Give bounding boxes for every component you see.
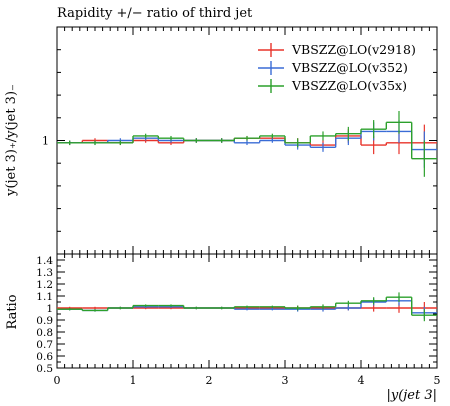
main-y-tick-label: 1 bbox=[42, 135, 49, 148]
main-panel: 1 y(jet 3)₊/y(jet 3)₋ VBSZZ@LO(v2918)VBS… bbox=[4, 26, 438, 255]
ratio-y-tick-label: 1.4 bbox=[36, 255, 53, 267]
x-axis-label: |y(jet 3| bbox=[386, 388, 437, 403]
legend: VBSZZ@LO(v2918) VBSZZ@LO(v352) VBSZZ@LO(v3… bbox=[258, 42, 416, 93]
series-VBSZZ@LO(v35x) bbox=[57, 110, 437, 177]
legend-item: VBSZZ@LO(v2918) bbox=[258, 42, 416, 57]
ratio-y-tick-label: 0.6 bbox=[36, 351, 53, 363]
ratio-y-tick-label: 1.1 bbox=[36, 291, 53, 303]
ratio-axis-ticks: 0.50.60.70.80.911.11.21.31.40 1 2 3 4 5 bbox=[36, 254, 441, 387]
chart-title: Rapidity +/− ratio of third jet bbox=[57, 6, 253, 21]
main-y-axis-label: y(jet 3)₊/y(jet 3)₋ bbox=[4, 84, 19, 197]
ratio-plot-frame bbox=[56, 253, 438, 369]
main-series-group bbox=[57, 110, 437, 177]
ratio-y-tick-label: 1.3 bbox=[36, 267, 53, 279]
ratio-x-tick-label: 5 bbox=[434, 374, 441, 387]
legend-label: VBSZZ@LO(v352) bbox=[291, 60, 408, 75]
ratio-x-tick-label: 1 bbox=[130, 374, 137, 387]
ratio-y-axis-label: Ratio bbox=[5, 294, 20, 329]
ratio-y-tick-label: 0.8 bbox=[36, 327, 53, 339]
ratio-y-tick-label: 0.5 bbox=[36, 363, 53, 375]
series-VBSZZ@LO(v352) bbox=[57, 120, 437, 168]
legend-item: VBSZZ@LO(v35x) bbox=[258, 78, 407, 93]
series-VBSZZ@LO(v35x) bbox=[57, 292, 437, 322]
legend-item: VBSZZ@LO(v352) bbox=[258, 60, 408, 75]
ratio-x-tick-label: 4 bbox=[358, 374, 365, 387]
ratio-panel: 0.50.60.70.80.911.11.21.31.40 1 2 3 4 5 Ratio… bbox=[5, 253, 441, 403]
ratio-y-tick-label: 0.9 bbox=[36, 315, 53, 327]
ratio-y-tick-label: 1.2 bbox=[36, 279, 53, 291]
ratio-x-tick-label: 0 bbox=[54, 374, 61, 387]
ratio-series-group bbox=[57, 292, 437, 322]
ratio-y-tick-label: 1 bbox=[46, 303, 53, 315]
ratio-y-tick-label: 0.7 bbox=[36, 339, 53, 351]
legend-label: VBSZZ@LO(v35x) bbox=[291, 78, 407, 93]
main-y-ticks: 1 bbox=[42, 27, 438, 254]
ratio-x-tick-label: 2 bbox=[206, 374, 213, 387]
legend-label: VBSZZ@LO(v2918) bbox=[291, 42, 416, 57]
ratio-x-tick-label: 3 bbox=[282, 374, 289, 387]
